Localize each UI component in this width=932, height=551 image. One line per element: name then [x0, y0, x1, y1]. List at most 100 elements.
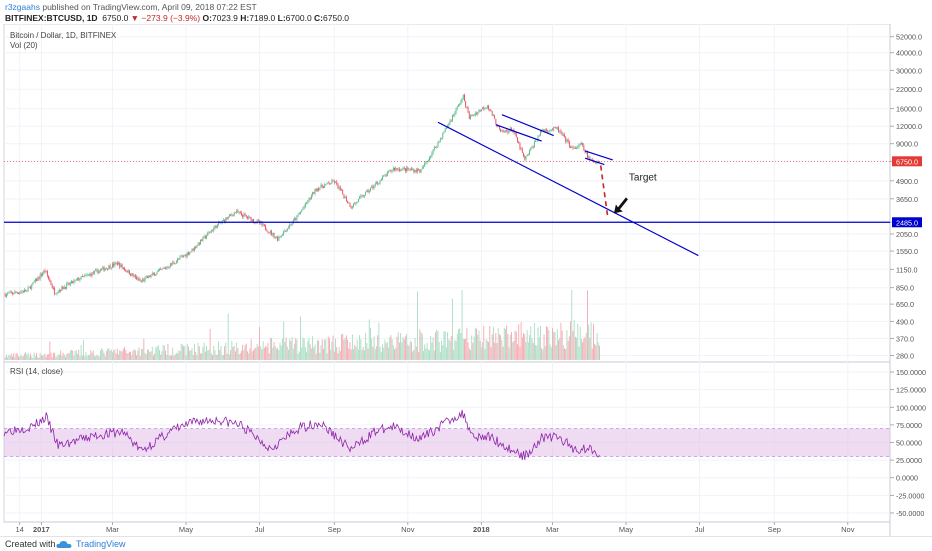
volume-bar — [494, 342, 496, 360]
candle-body — [450, 120, 452, 122]
volume-bar — [159, 349, 160, 360]
trendline[interactable] — [495, 124, 542, 142]
volume-bar — [392, 344, 394, 360]
candle-body — [236, 210, 238, 213]
volume-bar — [93, 355, 95, 360]
candle-body — [350, 206, 352, 209]
volume-bar — [384, 339, 386, 360]
volume-bar — [420, 332, 422, 360]
volume-bar — [132, 350, 134, 360]
candle-body — [173, 262, 175, 264]
candle-body — [212, 230, 213, 232]
volume-bar — [39, 352, 41, 360]
volume-bar — [327, 336, 329, 360]
volume-bar — [541, 348, 543, 360]
candle-body — [87, 274, 89, 276]
volume-bar — [80, 344, 82, 360]
volume-bar — [108, 348, 110, 360]
volume-bar — [37, 357, 39, 360]
volume-bar — [322, 348, 324, 360]
volume-bar — [160, 354, 162, 360]
candle-body — [242, 214, 244, 217]
volume-bar — [268, 353, 270, 360]
price-axis[interactable]: 52000.0 40000.0 30000.0 22000.0 16000.0 12000… — [890, 33, 922, 361]
candle-body — [268, 232, 270, 234]
trendline[interactable] — [437, 121, 699, 257]
volume-bar — [542, 349, 544, 360]
volume-bar — [438, 341, 440, 360]
candle-body — [73, 280, 75, 283]
volume-bar — [543, 334, 545, 360]
price-tags: 6750.0 2485.0 — [892, 156, 922, 228]
candle-body — [574, 147, 576, 149]
volume-bar — [247, 351, 248, 360]
volume-bar — [439, 351, 441, 360]
author-link[interactable]: r3zgaahs — [5, 2, 40, 12]
price-tick-label: 490.0 — [896, 317, 914, 326]
trendline[interactable] — [584, 150, 613, 161]
chart-canvas[interactable]: Target 52000.0 40000.0 30000.0 22000.0 16000… — [0, 24, 932, 536]
candle-body — [99, 269, 101, 271]
volume-bar — [491, 334, 493, 360]
volume-bar — [115, 353, 117, 360]
volume-bar — [150, 351, 152, 360]
volume-bar — [449, 341, 451, 360]
candle-body — [37, 277, 39, 282]
volume-bar — [21, 355, 23, 360]
candle-body — [109, 265, 111, 269]
volume-bar — [561, 330, 563, 360]
volume-bar — [46, 354, 48, 360]
target-annotation[interactable]: Target — [629, 172, 657, 183]
candle-body — [476, 113, 477, 115]
volume-bar — [198, 346, 200, 360]
candle-body — [531, 146, 533, 148]
candle-body — [60, 289, 62, 291]
candle-body — [139, 280, 141, 282]
volume-bar — [390, 335, 392, 360]
candle-body — [568, 141, 570, 147]
volume-bar — [144, 352, 146, 360]
candle-body — [108, 265, 110, 270]
candle-body — [179, 256, 181, 259]
candle-body — [388, 171, 389, 172]
volume-bar — [496, 343, 498, 360]
volume-bar — [175, 352, 177, 360]
tradingview-brand-link[interactable]: TradingView — [76, 539, 126, 549]
time-axis[interactable]: 14 2017 Mar May Jul Sep Nov 2018 Mar May Jul Sep Nov — [15, 522, 855, 534]
candle-body — [392, 167, 394, 171]
candle-body — [69, 282, 71, 285]
trendlines[interactable] — [437, 114, 699, 257]
volume-bar — [356, 339, 358, 360]
candle-body — [201, 239, 203, 241]
volume-bar — [519, 346, 521, 360]
trendline[interactable] — [501, 114, 554, 137]
symbol-label[interactable]: BITFINEX:BTCUSD, 1D — [5, 13, 98, 23]
volume-bar — [85, 352, 87, 360]
volume-bar — [341, 334, 342, 360]
candle-body — [322, 186, 324, 188]
candle-body — [354, 203, 356, 205]
candle-body — [277, 236, 279, 241]
volume-bar — [239, 353, 241, 360]
candle-body — [559, 130, 561, 132]
volume-bar — [586, 290, 588, 360]
candle-body — [391, 170, 393, 172]
candle-body — [44, 270, 46, 272]
volume-bar — [307, 341, 309, 360]
target-arrow-icon[interactable] — [613, 197, 628, 214]
volume-bar — [120, 351, 122, 360]
volume-bar — [55, 356, 57, 360]
volume-bar — [378, 322, 380, 360]
trendline[interactable] — [584, 157, 605, 166]
candle-body — [319, 187, 321, 190]
candle-body — [209, 232, 211, 234]
volume-bar — [254, 348, 256, 360]
candle-body — [71, 280, 72, 283]
rsi-axis[interactable]: 150.0000 125.0000 100.0000 75.0000 50.0000 25… — [890, 368, 926, 518]
volume-bar — [249, 348, 251, 360]
candle-body — [89, 274, 91, 275]
volume-bar — [362, 347, 364, 360]
candle-body — [473, 115, 475, 116]
candle-body — [589, 156, 591, 161]
candle-body — [384, 175, 386, 177]
